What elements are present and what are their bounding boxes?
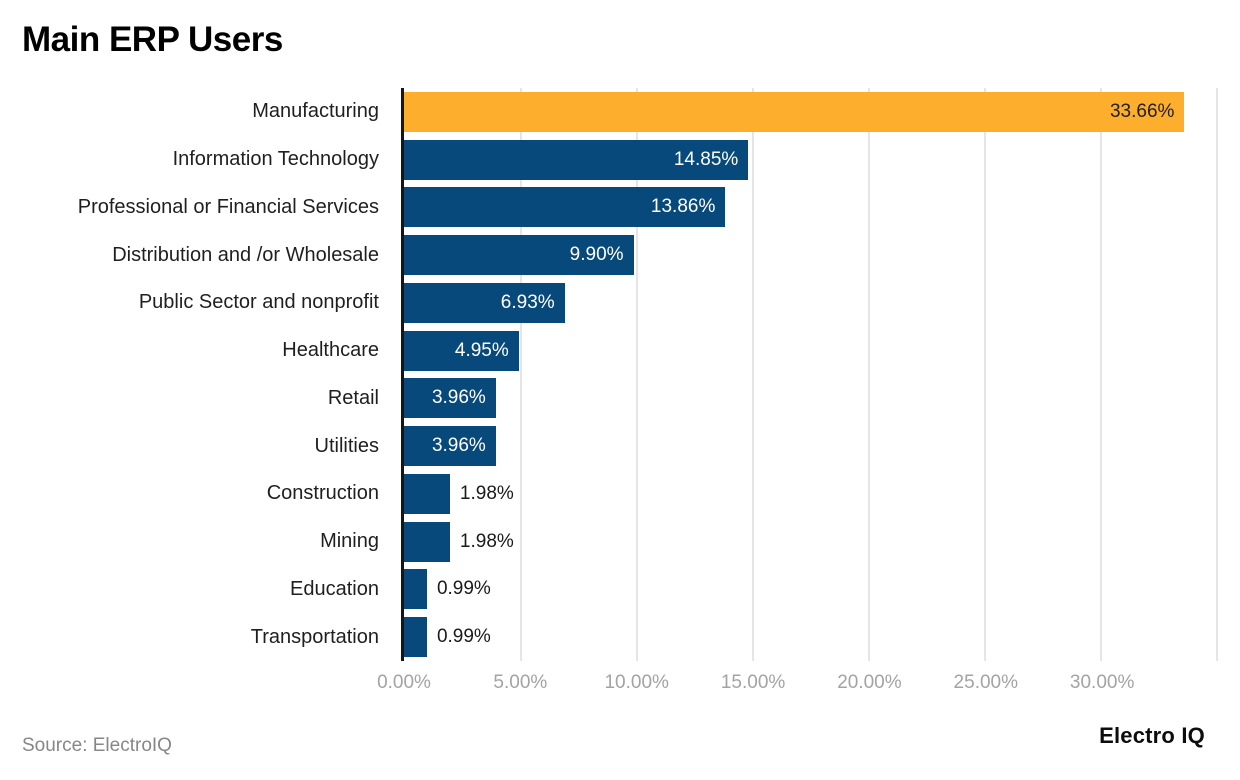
- category-label: Retail: [327, 386, 379, 409]
- category-label: Public Sector and nonprofit: [138, 291, 379, 314]
- page-title: Main ERP Users: [22, 20, 283, 59]
- value-label: 3.96%: [431, 435, 486, 457]
- x-tick-label: 10.00%: [604, 672, 669, 693]
- x-tick-label: 15.00%: [720, 672, 786, 693]
- value-label: 33.66%: [1109, 100, 1175, 122]
- bar: 1.98%: [404, 521, 514, 562]
- bar: 0.99%: [404, 569, 491, 610]
- x-tick-label: 30.00%: [1069, 672, 1135, 693]
- bar: 4.95%: [404, 330, 519, 371]
- bar: 0.99%: [404, 617, 491, 658]
- category-axis-labels: Manufacturing Information Technology Profe…: [0, 88, 390, 661]
- gridline: [519, 88, 522, 661]
- x-tick-label: 20.00%: [837, 672, 902, 693]
- category-label: Transportation: [250, 625, 379, 648]
- value-label: 3.96%: [431, 387, 486, 409]
- bar: 9.90%: [404, 235, 634, 276]
- category-label: Manufacturing: [252, 100, 379, 123]
- gridline: [751, 88, 754, 661]
- category-label: Education: [290, 577, 379, 600]
- category-label: Professional or Financial Services: [77, 195, 379, 218]
- bar-row: 3.96%: [404, 422, 1219, 470]
- gridline: [867, 88, 870, 661]
- value-label: 6.93%: [500, 291, 555, 313]
- bar-row: 6.93%: [404, 279, 1219, 327]
- bar: 3.96%: [404, 426, 496, 467]
- x-tick-label: 5.00%: [493, 672, 548, 693]
- category-label: Construction: [266, 482, 379, 505]
- value-label: 1.98%: [459, 482, 514, 504]
- bar-rows: 33.66% 14.85% 13.86% 9.90% 6.93% 4.95% 3.96% 3.…: [404, 88, 1219, 661]
- value-label: 0.99%: [436, 626, 491, 648]
- category-label: Information Technology: [172, 148, 379, 171]
- bar: 13.86%: [404, 187, 726, 228]
- category-label: Distribution and /or Wholesale: [112, 243, 379, 266]
- bar-row: 1.98%: [404, 518, 1219, 566]
- bar-row: 33.66%: [404, 88, 1219, 136]
- brand-logo: Electro IQ: [1099, 723, 1205, 748]
- category-label: Healthcare: [282, 339, 379, 362]
- category-label: Mining: [320, 530, 379, 553]
- value-label: 1.98%: [459, 530, 514, 552]
- bar-row: 14.85%: [404, 136, 1219, 184]
- category-label: Utilities: [314, 434, 379, 457]
- value-label: 9.90%: [569, 244, 624, 266]
- bar-row: 13.86%: [404, 184, 1219, 232]
- source-note: Source: ElectroIQ: [22, 735, 172, 756]
- bar-row: 0.99%: [404, 566, 1219, 614]
- bar-row: 4.95%: [404, 327, 1219, 375]
- bar: 1.98%: [404, 473, 514, 514]
- gridline: [1215, 88, 1218, 661]
- x-tick-label: 25.00%: [953, 672, 1019, 693]
- bar-row: 3.96%: [404, 375, 1219, 423]
- gridline: [1099, 88, 1102, 661]
- bar-chart-plot-area: 33.66% 14.85% 13.86% 9.90% 6.93% 4.95% 3.96% 3.…: [401, 88, 1219, 661]
- bar-row: 0.99%: [404, 613, 1219, 661]
- gridline: [635, 88, 638, 661]
- x-tick-label: 0.00%: [377, 672, 431, 693]
- value-label: 0.99%: [436, 578, 491, 600]
- x-axis-tick-labels: 0.00% 5.00% 10.00% 15.00% 20.00% 25.00% 30.00%: [377, 672, 1222, 698]
- bar: 6.93%: [404, 282, 565, 323]
- value-label: 4.95%: [454, 339, 509, 361]
- bar: 3.96%: [404, 378, 496, 419]
- gridline: [983, 88, 986, 661]
- value-label: 14.85%: [673, 148, 739, 170]
- bar: 33.66%: [404, 91, 1185, 132]
- bar: 14.85%: [404, 139, 749, 180]
- bar-row: 1.98%: [404, 470, 1219, 518]
- bar-row: 9.90%: [404, 231, 1219, 279]
- value-label: 13.86%: [650, 196, 716, 218]
